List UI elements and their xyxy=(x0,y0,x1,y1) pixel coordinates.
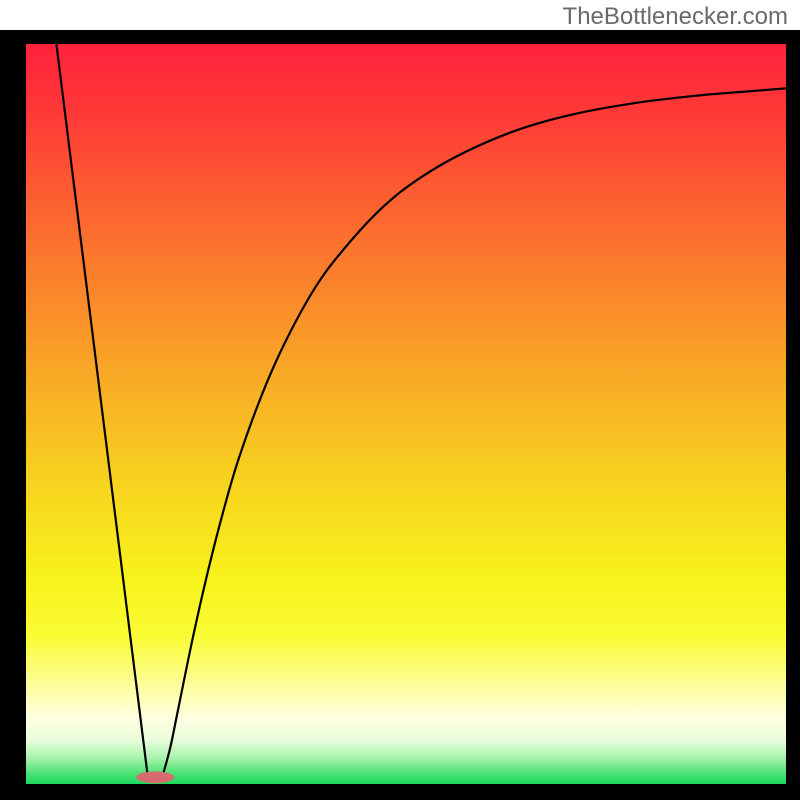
watermark-text: TheBottlenecker.com xyxy=(563,3,788,31)
bottleneck-marker xyxy=(136,771,174,783)
plot-area xyxy=(26,44,786,784)
chart-container: TheBottlenecker.com xyxy=(0,0,800,800)
bottleneck-curve xyxy=(26,44,786,784)
curve-left-branch xyxy=(56,44,147,775)
curve-right-branch xyxy=(163,88,786,775)
